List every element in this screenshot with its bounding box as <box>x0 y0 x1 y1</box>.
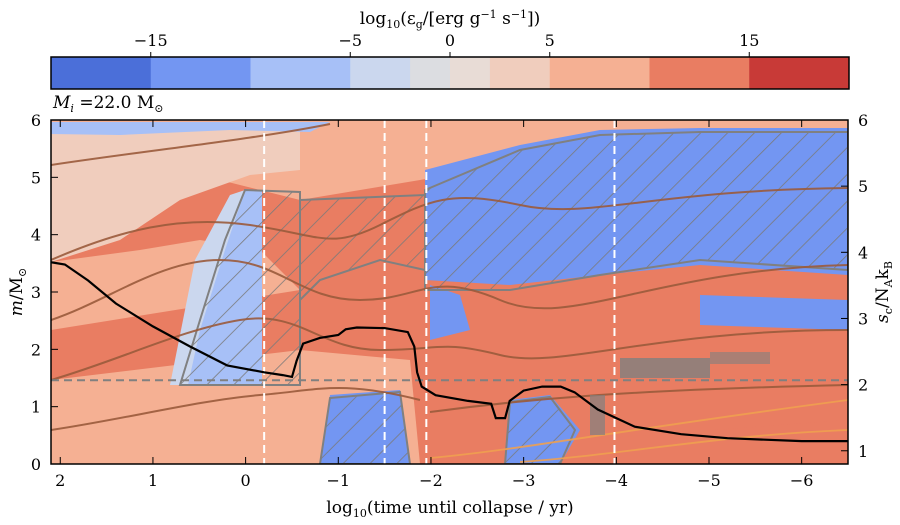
vertical-markers <box>263 120 616 464</box>
shell-region-right <box>700 295 848 330</box>
colorbar-bin-3 <box>350 57 411 89</box>
entropy-contours <box>51 123 848 431</box>
plot-area <box>51 120 848 464</box>
y-right-axis-label: sc/NAkB <box>873 261 895 323</box>
x-tick-label: 0 <box>241 471 251 490</box>
x-axis-ticks: 2 1 0 −1 −2 −3 −4 −5 −6 <box>55 120 813 490</box>
noise-points <box>590 352 770 435</box>
y-left-tick-label: 3 <box>31 283 41 302</box>
colorbar-bin-1 <box>150 57 251 89</box>
x-tick-label: −4 <box>605 471 629 490</box>
hatched-convective-zone-4 <box>318 390 412 464</box>
contour-1 <box>51 123 331 166</box>
colorbar-tick-label: 0 <box>445 31 455 50</box>
y-left-tick-label: 4 <box>31 226 41 245</box>
colorbar-tick-label: −15 <box>134 31 168 50</box>
y-left-axis-ticks: 0 1 2 3 4 5 6 <box>31 111 58 474</box>
colorbar: −15 −5 0 5 15 <box>50 31 850 90</box>
x-tick-label: −6 <box>790 471 814 490</box>
colorbar-tick-label: 5 <box>545 31 555 50</box>
colorbar-tick-label: −5 <box>338 31 362 50</box>
x-tick-label: −2 <box>419 471 443 490</box>
y-left-tick-label: 5 <box>31 168 41 187</box>
contour-2 <box>51 187 848 261</box>
colorbar-bin-4 <box>410 57 451 89</box>
inner-contour-1 <box>429 399 848 459</box>
y-left-tick-label: 0 <box>31 455 41 474</box>
y-right-tick-label: 6 <box>858 111 868 130</box>
x-tick-label: −3 <box>512 471 536 490</box>
x-tick-label: 1 <box>148 471 158 490</box>
colorbar-bin-7 <box>549 57 650 89</box>
contour-5 <box>51 387 421 431</box>
contour-3 <box>51 258 848 321</box>
envelope-region-light <box>51 125 300 262</box>
y-right-tick-label: 5 <box>858 177 868 196</box>
y-right-axis-ticks: 1 2 3 4 5 6 <box>841 111 868 461</box>
x-tick-label: −5 <box>697 471 721 490</box>
colorbar-tick-label: 15 <box>739 31 759 50</box>
y-right-tick-label: 4 <box>858 243 868 262</box>
contour-6 <box>429 384 848 413</box>
inner-cool-region <box>430 285 470 340</box>
colorbar-bin-0 <box>51 57 152 89</box>
colorbar-label: log10(εg/[erg g−1 s−1]) <box>360 8 541 31</box>
y-right-tick-label: 2 <box>858 376 868 395</box>
central-heating-region <box>580 420 848 464</box>
model-label: Mi =22.0 M⊙ <box>52 93 163 115</box>
y-left-tick-label: 1 <box>31 398 41 417</box>
central-entropy-line <box>51 261 848 443</box>
inner-contours <box>429 399 848 463</box>
cool-band-top <box>51 122 330 135</box>
y-left-axis-label: m/M⊙ <box>7 268 29 316</box>
x-tick-label: −1 <box>326 471 350 490</box>
colorbar-bin-9 <box>749 57 850 89</box>
y-right-tick-label: 3 <box>858 309 868 328</box>
x-tick-label: 2 <box>55 471 65 490</box>
hatched-convective-zone-3 <box>424 131 848 291</box>
y-left-tick-label: 6 <box>31 111 41 130</box>
inner-contour-2 <box>519 429 848 463</box>
colorbar-bin-5 <box>450 57 491 89</box>
contour-4 <box>51 317 848 381</box>
colorbar-bin-8 <box>649 57 750 89</box>
y-left-tick-label: 2 <box>31 340 41 359</box>
hatched-convective-zone-1 <box>178 188 301 386</box>
colorbar-bin-6 <box>489 57 551 89</box>
y-right-tick-label: 1 <box>858 442 868 461</box>
x-axis-label: log10(time until collapse / yr) <box>326 498 573 520</box>
colorbar-bin-2 <box>250 57 351 89</box>
